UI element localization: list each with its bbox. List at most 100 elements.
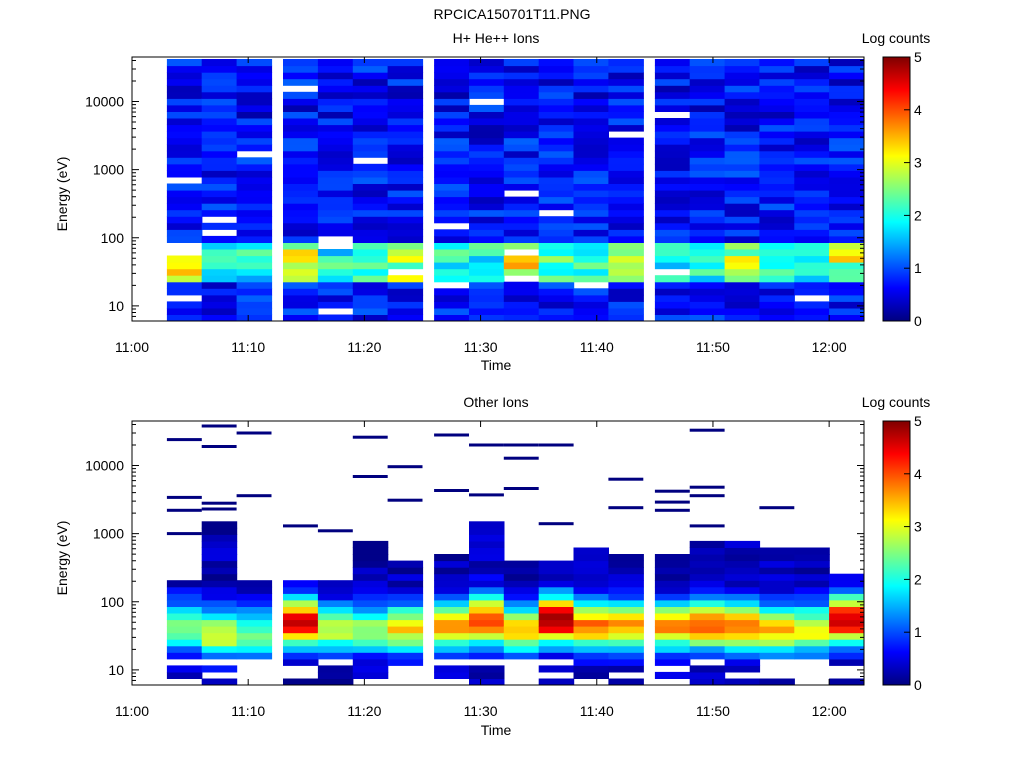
heatmap-cell [654, 275, 691, 283]
heatmap-cell [724, 639, 761, 647]
heatmap-cell [469, 540, 505, 548]
heatmap-cell [538, 78, 575, 86]
heatmap-cell [503, 91, 540, 99]
heatmap-cell [201, 665, 238, 673]
heatmap-cell [503, 262, 540, 270]
heatmap-cell [434, 619, 470, 627]
heatmap-cell [829, 249, 864, 257]
heatmap-cell [166, 586, 203, 594]
heatmap-cell [608, 242, 644, 250]
heatmap-cell [573, 131, 609, 139]
heatmap-cell [759, 632, 795, 640]
heatmap-cell [236, 65, 273, 73]
heatmap-cell [654, 196, 691, 204]
heatmap-cell [236, 255, 273, 263]
heatmap-cell [573, 118, 609, 126]
heatmap-cell [573, 196, 609, 204]
heatmap-cell [759, 314, 795, 321]
x-tick-label: 11:40 [580, 703, 614, 719]
heatmap-cell [654, 222, 691, 230]
heatmap-cell [689, 229, 726, 237]
heatmap-cell [469, 593, 505, 601]
heatmap-cell [434, 652, 470, 660]
heatmap-cell [352, 183, 389, 191]
heatmap-cell [654, 573, 691, 581]
heatmap-cell [387, 104, 424, 112]
heatmap-cell [608, 586, 644, 594]
heatmap-cell [166, 150, 203, 158]
heatmap-cell [201, 72, 238, 80]
heatmap-cell [759, 599, 795, 607]
heatmap-cell [166, 671, 203, 679]
heatmap-cell [573, 619, 609, 627]
heatmap-cell [829, 639, 864, 647]
heatmap-cell [469, 586, 505, 594]
heatmap-cell [573, 613, 609, 621]
heatmap-cell [608, 573, 644, 581]
heatmap-cell [608, 111, 644, 119]
heatmap-cell [387, 249, 424, 257]
heatmap-cell [654, 560, 691, 568]
heatmap-cell [654, 586, 691, 594]
heatmap-cell [724, 281, 761, 289]
heatmap-cell [829, 150, 864, 158]
heatmap-cell [166, 78, 203, 86]
heatmap-cell [724, 235, 761, 243]
heatmap-cell [469, 150, 505, 158]
heatmap-cell [283, 593, 319, 601]
heatmap-cell [166, 144, 203, 152]
heatmap-cell [236, 613, 273, 621]
heatmap-cell [387, 288, 424, 296]
heatmap-cell [573, 645, 609, 653]
heatmap-cell [573, 560, 609, 568]
heatmap-cell [538, 157, 575, 165]
heatmap-cell [538, 255, 575, 263]
heatmap-cell [469, 639, 505, 647]
heatmap-cell [794, 176, 830, 184]
heatmap-cell [201, 268, 238, 276]
heatmap-cell [608, 281, 644, 289]
heatmap-cell [201, 249, 238, 257]
heatmap-cell [236, 275, 273, 283]
heatmap-cell [759, 183, 795, 191]
heatmap-cell [538, 131, 575, 139]
axes-frame [131, 420, 865, 686]
heatmap-cell [538, 59, 575, 67]
heatmap-cell [283, 176, 319, 184]
heatmap-cell [503, 157, 540, 165]
heatmap-cell [317, 275, 354, 283]
heatmap-cell [573, 150, 609, 158]
heatmap-cell [689, 288, 726, 296]
heatmap-cell [654, 59, 691, 67]
heatmap-cell [201, 222, 238, 230]
heatmap-cell [503, 111, 540, 119]
heatmap-cell [724, 678, 761, 685]
isolated-count-cell [352, 435, 388, 439]
y-axis-label: Energy (eV) [54, 521, 70, 596]
heatmap-cell [724, 632, 761, 640]
heatmap-cell [538, 249, 575, 257]
heatmap-cell [283, 118, 319, 126]
panel-other-ions: Other Ions 11:00 11:10 11:20 11:30 11:40 11:5… [54, 394, 930, 738]
heatmap-cell [654, 567, 691, 575]
heatmap-cell [689, 652, 726, 660]
heatmap-cell [201, 190, 238, 198]
heatmap-cell [352, 573, 389, 581]
heatmap-cell [829, 619, 864, 627]
heatmap-cell [434, 645, 470, 653]
heatmap-cell [538, 567, 575, 575]
heatmap-cell [608, 593, 644, 601]
heatmap-cell [829, 144, 864, 152]
heatmap-cell [654, 626, 691, 634]
heatmap-cell [608, 262, 644, 270]
heatmap-cell [689, 619, 726, 627]
heatmap-cell [201, 527, 238, 535]
heatmap-cell [689, 59, 726, 67]
heatmap-cell [352, 235, 389, 243]
x-tick-label: 11:30 [464, 339, 498, 355]
heatmap-cell [201, 176, 238, 184]
heatmap-cell [434, 170, 470, 178]
heatmap-cell [538, 137, 575, 145]
heatmap-cell [724, 560, 761, 568]
